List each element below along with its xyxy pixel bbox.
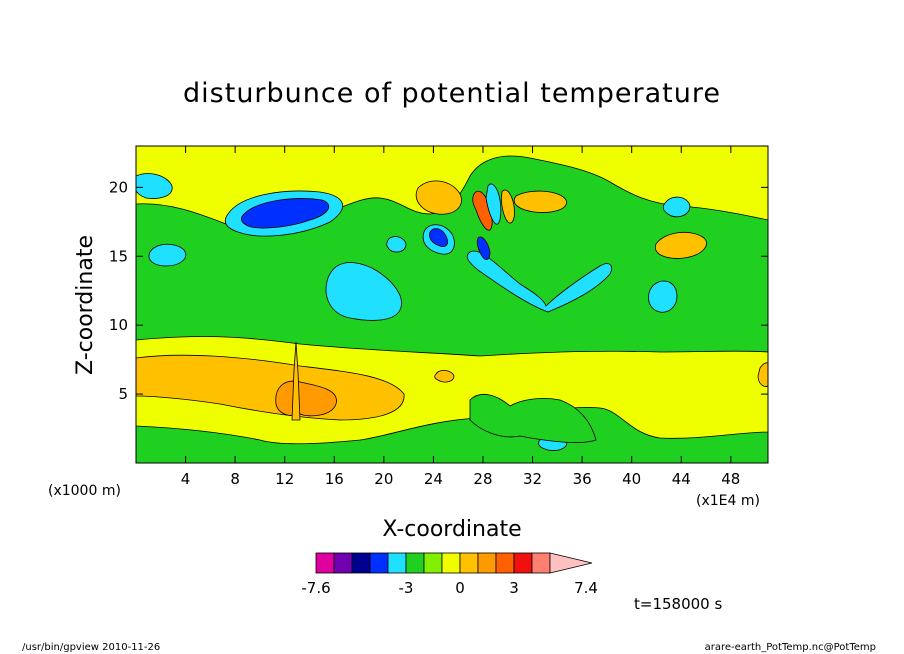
cold-core-mid	[429, 228, 448, 247]
colorbar-label: 0	[455, 579, 465, 597]
warm-spot-right	[757, 362, 768, 387]
upper-orange-cell-3	[513, 190, 567, 213]
x-tick-label: 28	[473, 470, 492, 488]
x-unit-label: (x1E4 m)	[696, 493, 760, 509]
y-axis: 5 10 15 20	[109, 178, 768, 403]
colorbar-swatch	[477, 552, 497, 574]
cold-cell-right	[648, 280, 678, 313]
colorbar-label: -7.6	[301, 579, 330, 597]
colorbar-swatch	[441, 552, 461, 574]
x-tick-label: 48	[721, 470, 740, 488]
upper-cold-core	[240, 198, 330, 229]
x-tick-label: 24	[424, 470, 443, 488]
y-tick-label: 15	[109, 247, 128, 265]
plot-frame	[135, 145, 769, 464]
colorbar-labels: -7.6 -3 0 3 7.4	[301, 579, 598, 597]
x-tick-label: 20	[374, 470, 393, 488]
colorbar-swatch	[333, 552, 353, 574]
colorbar-swatch	[387, 552, 407, 574]
mid-cold-cell	[325, 262, 402, 321]
warm-peak-lower	[275, 380, 337, 417]
left-cold-cell	[148, 243, 187, 267]
spike-12	[291, 341, 301, 421]
footer-left: /usr/bin/gpview 2010-11-26	[22, 642, 160, 653]
colorbar-swatch	[531, 552, 551, 574]
y-tick-label: 10	[109, 316, 128, 334]
wave-streak-4	[476, 236, 491, 260]
wave-streak-3	[501, 189, 515, 224]
colorbar-label: -3	[399, 579, 414, 597]
colorbar-label: 7.4	[574, 579, 598, 597]
x-tick-label: 32	[523, 470, 542, 488]
colorbar-swatch	[405, 552, 425, 574]
y-tick-label: 5	[118, 385, 128, 403]
time-label: t=158000 s	[634, 595, 722, 613]
cold-cell-small	[386, 236, 407, 253]
x-tick-label: 44	[672, 470, 691, 488]
x-tick-label: 8	[230, 470, 240, 488]
y-tick-label: 20	[109, 178, 128, 196]
colorbar-swatch	[513, 552, 533, 574]
x-axis-label: X-coordinate	[382, 517, 521, 542]
x-tick-label: 12	[275, 470, 294, 488]
footer-right: arare-earth_PotTemp.nc@PotTemp	[705, 642, 876, 653]
colorbar-swatch	[495, 552, 515, 574]
y-axis-label: Z-coordinate	[73, 235, 98, 375]
colorbar	[315, 552, 593, 574]
cold-streak	[466, 250, 612, 313]
y-unit-label: (x1000 m)	[48, 483, 121, 499]
colorbar-swatch	[459, 552, 479, 574]
x-tick-label: 16	[325, 470, 344, 488]
colorbar-label: 3	[509, 579, 519, 597]
colorbar-swatch	[423, 552, 443, 574]
warm-spot-lower	[434, 370, 455, 383]
contour-field	[136, 146, 768, 463]
colorbar-swatch	[369, 552, 389, 574]
cold-cell-right-2	[662, 196, 691, 218]
upper-left-cold	[136, 173, 173, 199]
x-tick-label: 4	[181, 470, 191, 488]
x-tick-label: 36	[573, 470, 592, 488]
chart-title: disturbunce of potential temperature	[183, 78, 721, 109]
wave-streak-2	[485, 183, 502, 225]
colorbar-swatch	[315, 552, 335, 574]
upper-orange-cell	[415, 180, 462, 215]
colorbar-swatch	[351, 552, 371, 574]
x-tick-label: 40	[622, 470, 641, 488]
upper-orange-cell-2	[654, 231, 707, 259]
x-axis: 4 8 12 16 20 24 28 32 36 40 44 48	[181, 146, 740, 488]
colorbar-extend-arrow	[549, 552, 593, 574]
warm-core-lower	[136, 354, 405, 421]
green-gap-lower	[469, 393, 597, 443]
